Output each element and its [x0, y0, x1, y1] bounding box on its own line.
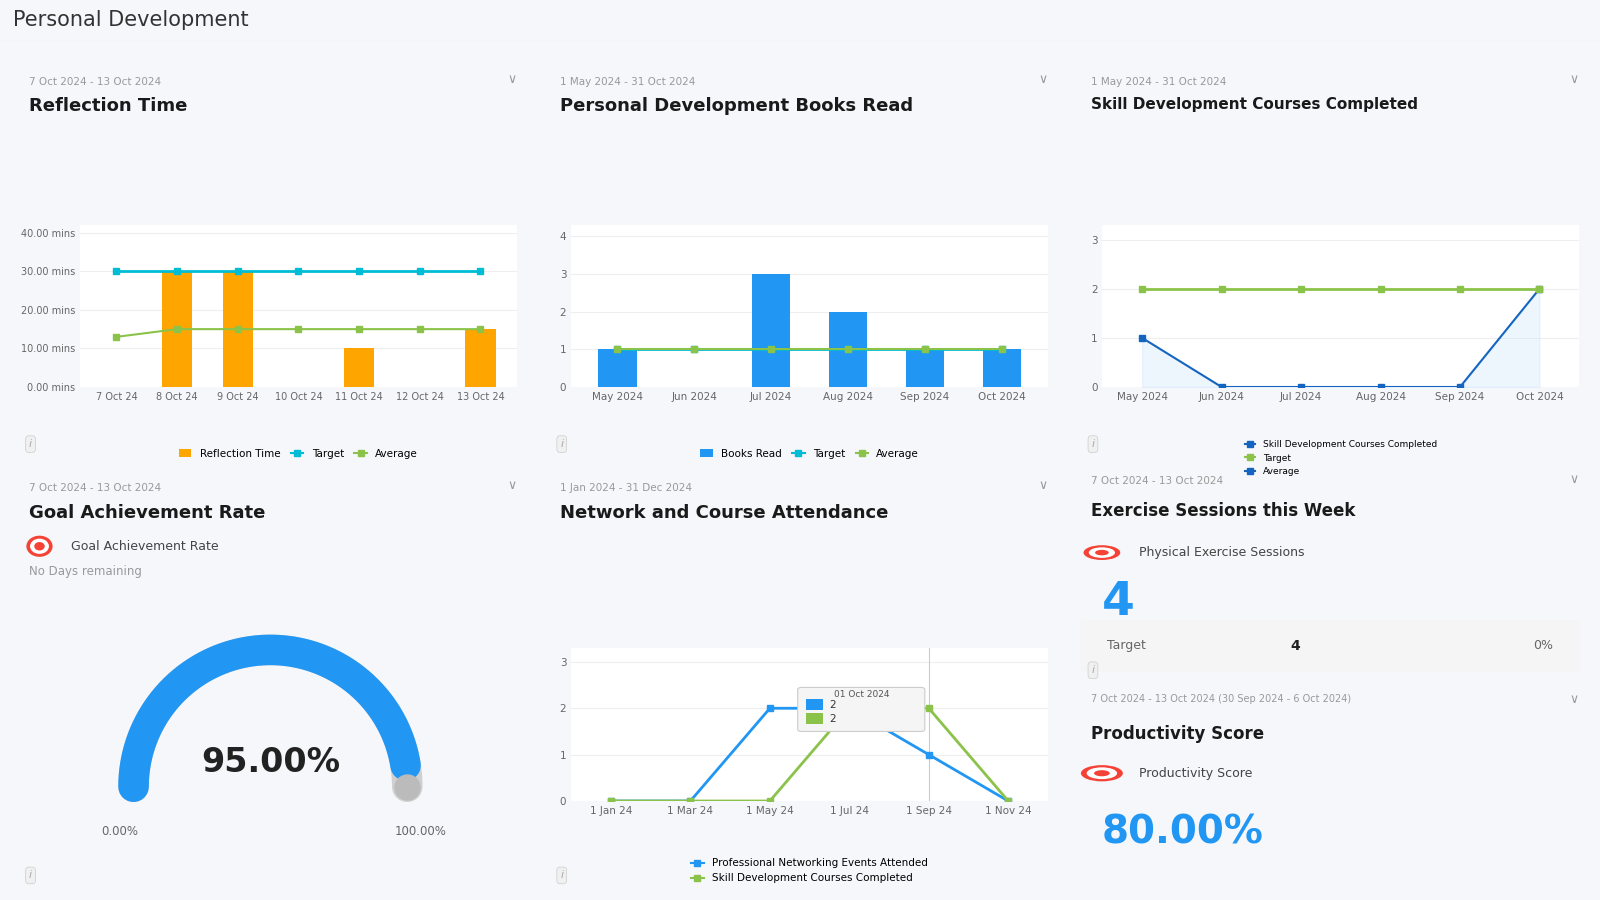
- Text: 7 Oct 2024 - 13 Oct 2024: 7 Oct 2024 - 13 Oct 2024: [1091, 476, 1224, 487]
- Text: ∨: ∨: [1038, 479, 1048, 491]
- Bar: [222, 271, 253, 387]
- Text: Physical Exercise Sessions: Physical Exercise Sessions: [1139, 546, 1304, 559]
- Text: Target: Target: [1107, 639, 1146, 652]
- Text: Personal Development: Personal Development: [13, 10, 248, 31]
- Text: Exercise Sessions this Week: Exercise Sessions this Week: [1091, 502, 1355, 520]
- Text: 0.00%: 0.00%: [101, 824, 138, 838]
- Circle shape: [1094, 550, 1109, 555]
- Text: i: i: [560, 870, 563, 880]
- Text: i: i: [29, 870, 32, 880]
- Circle shape: [30, 538, 50, 554]
- Text: i: i: [560, 439, 563, 449]
- Text: 1 May 2024 - 31 Oct 2024: 1 May 2024 - 31 Oct 2024: [1091, 76, 1227, 87]
- Text: ∨: ∨: [1570, 73, 1579, 86]
- Text: i: i: [1091, 439, 1094, 449]
- Text: 1 Jan 2024 - 31 Dec 2024: 1 Jan 2024 - 31 Dec 2024: [560, 482, 693, 493]
- Text: 01 Oct 2024: 01 Oct 2024: [834, 689, 890, 698]
- Bar: [829, 311, 867, 387]
- Text: 80.00%: 80.00%: [1102, 814, 1264, 851]
- Text: Goal Achievement Rate: Goal Achievement Rate: [70, 540, 219, 553]
- Text: Productivity Score: Productivity Score: [1139, 767, 1251, 779]
- Bar: [162, 271, 192, 387]
- Text: 7 Oct 2024 - 13 Oct 2024 (30 Sep 2024 - 6 Oct 2024): 7 Oct 2024 - 13 Oct 2024 (30 Sep 2024 - …: [1091, 694, 1352, 704]
- Text: 100.00%: 100.00%: [395, 824, 446, 838]
- Circle shape: [26, 536, 53, 557]
- Text: 95.00%: 95.00%: [202, 745, 339, 778]
- Text: 0%: 0%: [1533, 639, 1554, 652]
- FancyBboxPatch shape: [1082, 620, 1579, 671]
- Text: ∨: ∨: [507, 479, 517, 491]
- FancyBboxPatch shape: [798, 688, 925, 732]
- Text: Skill Development Courses Completed: Skill Development Courses Completed: [1091, 96, 1418, 112]
- Text: ∨: ∨: [1038, 73, 1048, 86]
- Bar: [806, 714, 822, 724]
- Bar: [344, 348, 374, 387]
- Bar: [806, 699, 822, 710]
- Text: 7 Oct 2024 - 13 Oct 2024: 7 Oct 2024 - 13 Oct 2024: [29, 482, 162, 493]
- Text: Network and Course Attendance: Network and Course Attendance: [560, 504, 888, 522]
- Bar: [752, 274, 790, 387]
- Legend: Skill Development Courses Completed, Target, Average: Skill Development Courses Completed, Tar…: [1242, 436, 1440, 480]
- Bar: [982, 349, 1021, 387]
- Text: ∨: ∨: [1570, 473, 1579, 486]
- Legend: Reflection Time, Target, Average: Reflection Time, Target, Average: [174, 445, 422, 463]
- Text: 1 May 2024 - 31 Oct 2024: 1 May 2024 - 31 Oct 2024: [560, 76, 696, 87]
- Bar: [466, 329, 496, 387]
- Circle shape: [1094, 770, 1110, 777]
- Text: No Days remaining: No Days remaining: [29, 565, 142, 579]
- Text: 4: 4: [1291, 639, 1301, 652]
- Text: 7 Oct 2024 - 13 Oct 2024: 7 Oct 2024 - 13 Oct 2024: [29, 76, 162, 87]
- Text: Goal Achievement Rate: Goal Achievement Rate: [29, 504, 266, 522]
- Legend: Professional Networking Events Attended, Skill Development Courses Completed: Professional Networking Events Attended,…: [686, 854, 933, 887]
- Circle shape: [34, 542, 45, 551]
- Text: Personal Development Books Read: Personal Development Books Read: [560, 96, 914, 114]
- Circle shape: [1082, 765, 1123, 781]
- Text: Reflection Time: Reflection Time: [29, 96, 187, 114]
- Text: Productivity Score: Productivity Score: [1091, 724, 1264, 742]
- Text: 2: 2: [829, 700, 837, 710]
- Text: ∨: ∨: [1570, 693, 1579, 706]
- Text: i: i: [29, 439, 32, 449]
- Circle shape: [1086, 768, 1117, 779]
- Text: 2: 2: [829, 714, 837, 724]
- Text: i: i: [1091, 665, 1094, 675]
- Text: ∨: ∨: [507, 73, 517, 86]
- Bar: [598, 349, 637, 387]
- Bar: [906, 349, 944, 387]
- Text: 4: 4: [1102, 580, 1134, 626]
- Circle shape: [1088, 547, 1115, 558]
- Circle shape: [1083, 545, 1120, 560]
- Legend: Books Read, Target, Average: Books Read, Target, Average: [696, 445, 923, 463]
